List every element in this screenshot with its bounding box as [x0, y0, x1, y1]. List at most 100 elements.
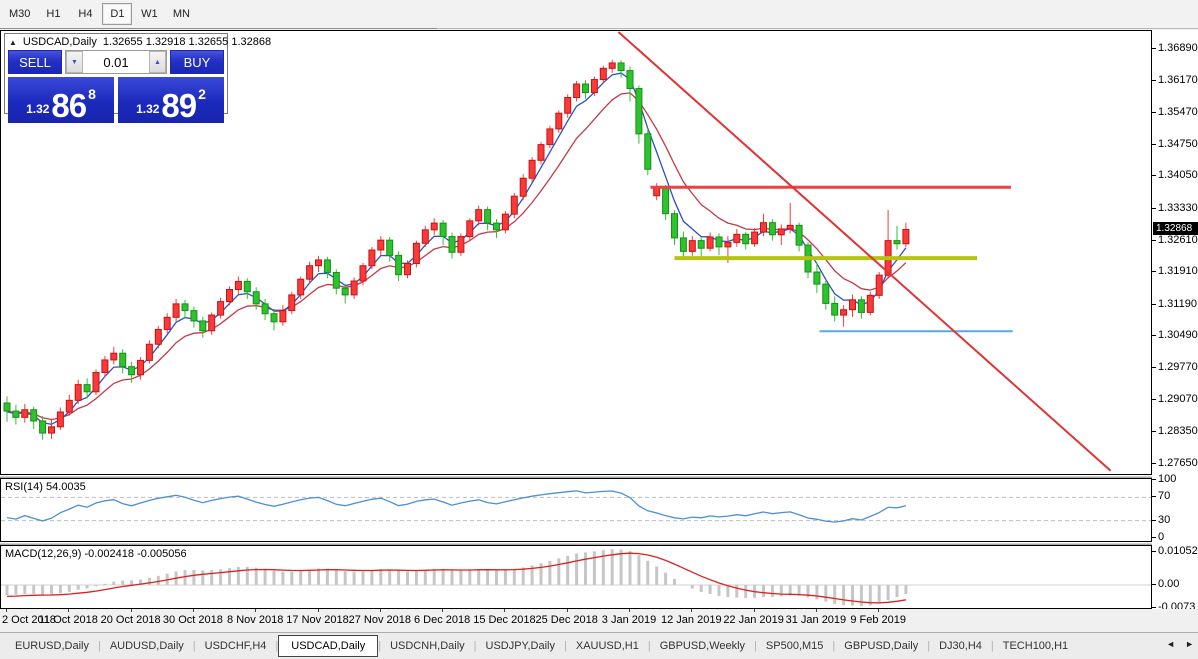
axis-tick-mark: [1152, 271, 1156, 273]
price-axis-label: 1.36890: [1158, 42, 1198, 55]
price-axis-label: 1.33330: [1158, 201, 1198, 214]
axis-tick-mark: [1152, 175, 1156, 177]
axis-tick-mark: [1152, 550, 1156, 552]
date-axis-label: 3 Jan 2019: [601, 614, 657, 626]
date-tick-mark: [379, 609, 381, 612]
price-axis-label: 1.34750: [1158, 138, 1198, 151]
chart-tab-audusd-daily[interactable]: AUDUSD,Daily: [109, 640, 184, 652]
timeframe-button-mn[interactable]: MN: [172, 8, 190, 20]
axis-tick-mark: [1152, 144, 1156, 146]
chart-tab-dj30-h4[interactable]: DJ30,H4: [939, 640, 982, 652]
tab-separator: |: [990, 640, 994, 652]
date-axis-label: 15 Dec 2018: [473, 614, 536, 626]
date-tick-mark: [753, 609, 755, 612]
volume-decrease-button[interactable]: ▼: [66, 51, 83, 73]
date-axis-label: 8 Nov 2018: [227, 614, 284, 626]
date-tick-mark: [691, 609, 693, 612]
timeframe-button-m30[interactable]: M30: [9, 8, 31, 20]
axis-tick-mark: [1152, 584, 1156, 585]
chart-tab-xauusd-h1[interactable]: XAUUSD,H1: [575, 640, 639, 652]
chart-tab-usdcad-daily[interactable]: USDCAD,Daily: [278, 635, 379, 657]
rsi-chart: [1, 490, 1151, 523]
quote-trade-panel: ▲ USDCAD,Daily 1.32655 1.32918 1.32655 1…: [4, 33, 271, 123]
tab-separator: |: [378, 640, 382, 652]
chart-tab-eurusd-daily[interactable]: EURUSD,Daily: [15, 640, 89, 652]
sell-button[interactable]: SELL: [8, 50, 62, 74]
axis-tick-mark: [1152, 479, 1156, 480]
date-tick-mark: [878, 609, 880, 612]
axis-tick-mark: [1152, 367, 1156, 369]
buy-price-tile[interactable]: 1.32 89 2: [118, 77, 224, 123]
price-axis-label: 1.28350: [1158, 425, 1198, 438]
axis-tick-mark: [1152, 537, 1156, 538]
chart-tab-tech100-h1[interactable]: TECH100,H1: [1002, 640, 1069, 652]
axis-tick-mark: [1152, 111, 1156, 113]
timeframe-toolbar: M30 H1 H4 D1 W1 MN: [0, 0, 1198, 29]
macd-label: MACD(12,26,9) -0.002418 -0.005056: [5, 548, 187, 560]
macd-axis-label: 0.010525: [1158, 544, 1198, 557]
price-axis-label: 1.31910: [1158, 265, 1198, 278]
collapse-panel-icon[interactable]: ▲: [9, 37, 17, 47]
date-axis-label: 22 Jan 2019: [723, 614, 784, 626]
volume-increase-button[interactable]: ▲: [149, 51, 166, 73]
axis-tick-mark: [1152, 303, 1156, 305]
axis-tick-mark: [1152, 431, 1156, 433]
price-axis-label: 1.32610: [1158, 234, 1198, 247]
date-tick-mark: [566, 609, 568, 612]
timeframe-button-h1[interactable]: H1: [46, 8, 61, 20]
date-tick-mark: [192, 609, 194, 612]
price-axis-label: 1.29070: [1158, 392, 1198, 405]
date-tick-mark: [317, 609, 319, 612]
price-axis-label: 1.31190: [1158, 297, 1197, 310]
timeframe-button-h4[interactable]: H4: [78, 8, 93, 20]
tab-separator: |: [275, 640, 279, 652]
buy-button[interactable]: BUY: [170, 50, 224, 74]
tab-separator: |: [97, 640, 101, 652]
timeframe-button-w1[interactable]: W1: [141, 8, 158, 20]
timeframe-button-d1[interactable]: D1: [102, 3, 133, 25]
sell-price-tile[interactable]: 1.32 86 8: [8, 77, 114, 123]
panel-splitter[interactable]: [0, 475, 1198, 478]
tab-separator: |: [647, 640, 651, 652]
tab-scroll-right-icon[interactable]: ►: [1185, 639, 1194, 649]
chart-tab-usdchf-h4[interactable]: USDCHF,H4: [204, 640, 267, 652]
volume-value[interactable]: 0.01: [103, 54, 129, 70]
macd-chart: [1, 549, 1151, 607]
axis-tick-mark: [1152, 240, 1156, 242]
chart-title-row: ▲ USDCAD,Daily 1.32655 1.32918 1.32655 1…: [5, 34, 271, 49]
axis-tick-mark: [1152, 207, 1156, 209]
date-tick-mark: [815, 609, 817, 612]
rsi-axis-label: 30: [1158, 513, 1171, 526]
axis-tick-mark: [1152, 496, 1156, 498]
chart-tab-usdcnh-daily[interactable]: USDCNH,Daily: [390, 640, 465, 652]
sell-price-pip: 8: [88, 86, 96, 102]
rsi-panel[interactable]: RSI(14) 54.0035: [0, 478, 1152, 542]
axis-tick-mark: [1152, 462, 1156, 464]
volume-stepper: ▼ 0.01 ▲: [65, 50, 167, 74]
macd-panel[interactable]: MACD(12,26,9) -0.002418 -0.005056: [0, 545, 1152, 609]
buy-price-pip: 2: [198, 86, 206, 102]
rsi-axis-label: 0: [1158, 531, 1165, 543]
date-axis-label: 25 Dec 2018: [535, 614, 598, 626]
ohlc-values: 1.32655 1.32918 1.32655 1.32868: [102, 36, 272, 48]
rsi-label: RSI(14) 54.0035: [5, 481, 86, 493]
date-tick-mark: [504, 609, 506, 612]
chart-tab-sp500-m15[interactable]: SP500,M15: [765, 640, 824, 652]
panel-splitter[interactable]: [0, 542, 1198, 545]
rsi-axis-label: 100: [1158, 473, 1177, 485]
tab-scroll-left-icon[interactable]: ◄: [1166, 639, 1176, 649]
tab-separator: |: [754, 640, 757, 652]
date-axis-label: 17 Nov 2018: [286, 614, 349, 626]
price-axis: 1.36890 1.36170 1.35470 1.34750 1.34050 1.333…: [1152, 30, 1198, 613]
axis-tick-mark: [1152, 398, 1156, 400]
chart-tab-gbpusd-daily[interactable]: GBPUSD,Daily: [844, 640, 919, 652]
axis-tick-mark: [1152, 335, 1156, 337]
price-axis-label: 1.29770: [1158, 361, 1198, 374]
chart-tab-usdjpy-daily[interactable]: USDJPY,Daily: [485, 640, 556, 652]
price-axis-label: 1.36170: [1158, 74, 1198, 87]
macd-axis-label: 0.00: [1158, 578, 1180, 590]
price-axis-label: 1.35470: [1158, 105, 1198, 118]
chart-tab-gbpusd-weekly[interactable]: GBPUSD,Weekly: [659, 640, 746, 652]
date-axis-label: 11 Oct 2018: [38, 614, 98, 626]
date-axis-label: 9 Feb 2019: [850, 614, 907, 626]
